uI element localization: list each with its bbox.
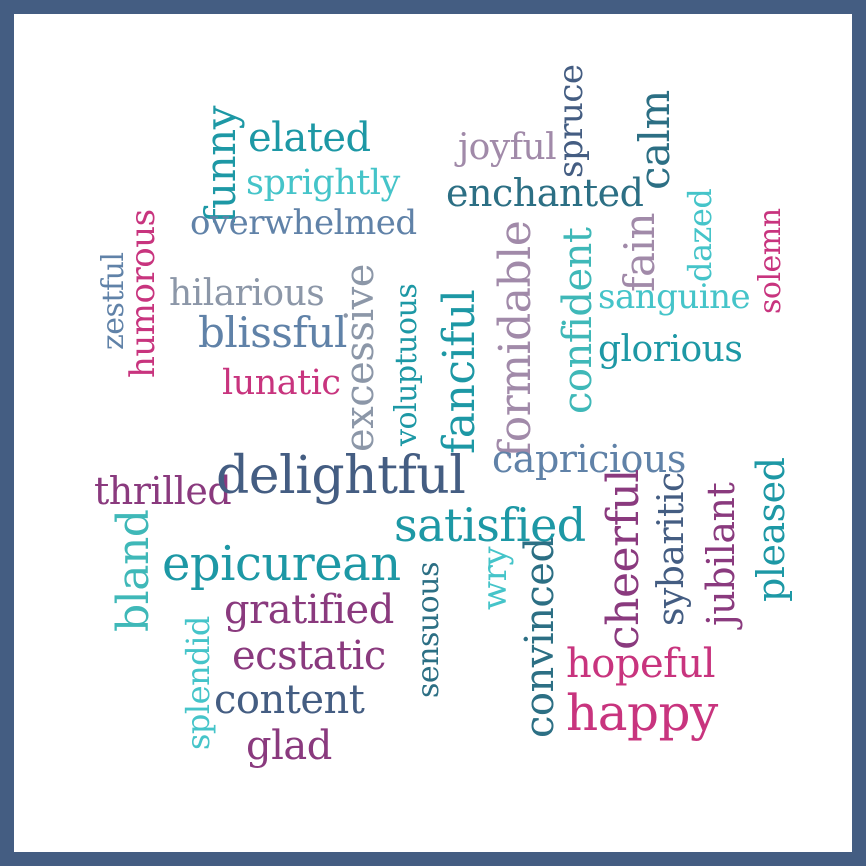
word-content: content [214, 677, 365, 723]
word-humorous: humorous [123, 209, 163, 378]
word-satisfied: satisfied [394, 498, 586, 552]
word-lunatic: lunatic [222, 363, 341, 403]
word-overwhelmed: overwhelmed [190, 203, 417, 243]
word-sprightly: sprightly [246, 163, 400, 203]
word-hopeful: hopeful [566, 641, 715, 687]
word-fanciful: fanciful [434, 289, 485, 454]
word-pleased: pleased [749, 457, 793, 602]
word-glorious: glorious [598, 329, 743, 370]
word-hilarious: hilarious [169, 273, 325, 314]
word-glad: glad [246, 723, 332, 769]
word-solemn: solemn [753, 208, 788, 314]
word-delightful: delightful [216, 446, 466, 506]
word-enchanted: enchanted [446, 171, 644, 215]
word-gratified: gratified [224, 587, 394, 633]
word-sanguine: sanguine [598, 277, 751, 317]
word-spruce: spruce [551, 64, 591, 178]
word-jubilant: jubilant [699, 482, 743, 626]
word-capricious: capricious [492, 437, 686, 481]
word-cheerful: cheerful [598, 469, 649, 650]
word-voluptuous: voluptuous [389, 283, 424, 446]
word-excessive: excessive [337, 264, 383, 452]
word-sensuous: sensuous [411, 562, 446, 698]
word-thrilled: thrilled [94, 469, 232, 513]
word-ecstatic: ecstatic [232, 633, 386, 679]
word-epicurean: epicurean [162, 536, 401, 592]
word-blissful: blissful [198, 308, 347, 357]
word-confident: confident [555, 227, 601, 414]
word-formidable: formidable [490, 220, 541, 458]
word-joyful: joyful [458, 127, 557, 168]
word-wry: wry [475, 546, 515, 610]
word-sybaritic: sybaritic [651, 472, 692, 626]
word-splendid: splendid [179, 616, 217, 750]
word-bland: bland [108, 509, 159, 632]
word-happy: happy [566, 684, 718, 742]
word-dazed: dazed [681, 188, 719, 282]
word-convinced: convinced [517, 537, 563, 738]
word-elated: elated [248, 115, 371, 161]
